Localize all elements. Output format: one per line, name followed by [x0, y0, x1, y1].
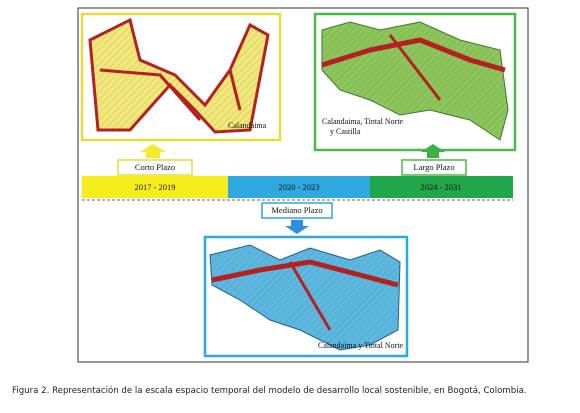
timeline-label: 2020 - 2023 [278, 182, 319, 192]
phase-label: Mediano Plazo [271, 205, 322, 215]
caption: Figura 2. Representación de la escala es… [12, 385, 527, 396]
map-label: y Castilla [330, 127, 361, 136]
timeline-label: 2024 - 2031 [420, 182, 461, 192]
timeline-label: 2017 - 2019 [134, 182, 175, 192]
arrow-up [140, 144, 166, 158]
arrow-down [285, 220, 309, 234]
timeline-segment [82, 176, 228, 198]
map-medium: Calandaima y Tintal Norte [203, 235, 409, 358]
map-label: Calandaima [228, 121, 267, 130]
map-label: Calandaima, Tintal Norte [322, 117, 404, 126]
phase-box [261, 202, 333, 219]
timeline-segment [370, 176, 513, 198]
phase-box [117, 159, 193, 176]
phase-label: Largo Plazo [413, 162, 454, 172]
map-short: Calandaima [80, 12, 282, 142]
phase-label: Corto Plazo [135, 162, 175, 172]
map-label: Calandaima y Tintal Norte [318, 341, 404, 350]
phase-box [401, 159, 467, 176]
timeline-segment [228, 176, 370, 198]
map-long: Calandaima, Tintal Norte y Castilla [313, 12, 517, 152]
arrow-up [421, 144, 445, 158]
